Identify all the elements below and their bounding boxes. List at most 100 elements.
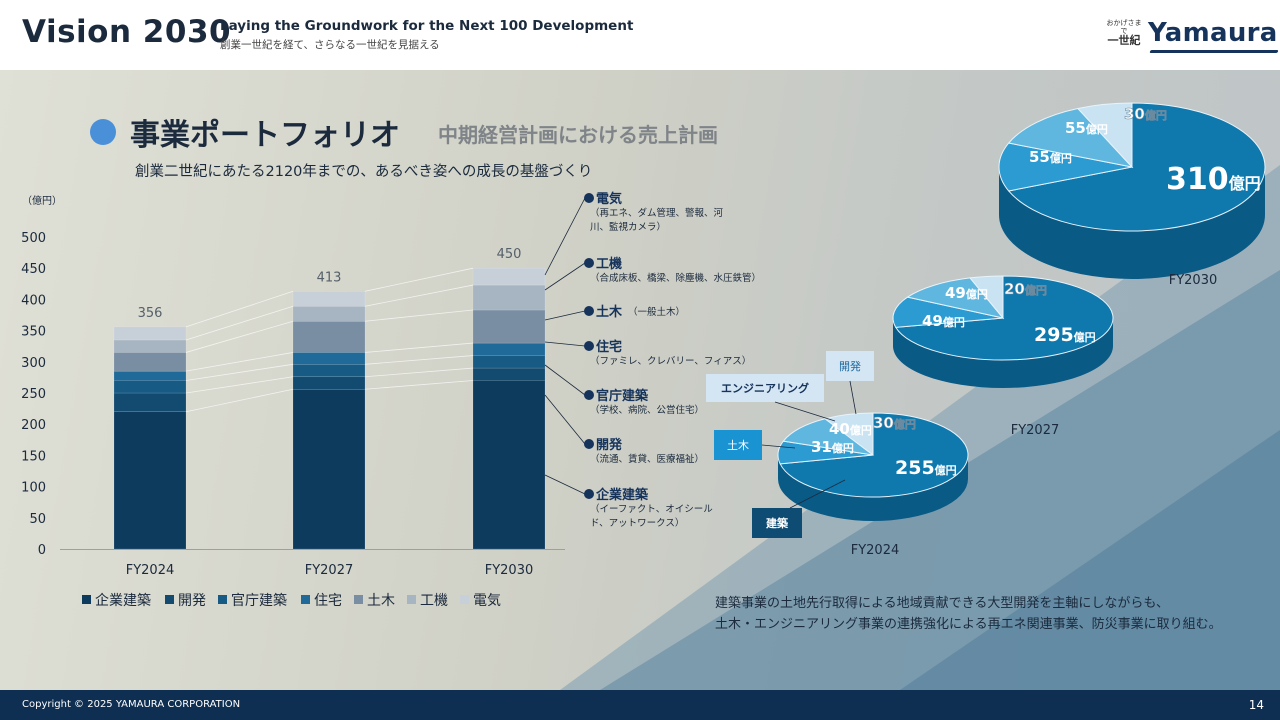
segment-leader-line [544, 364, 586, 396]
callout-box [826, 351, 874, 381]
segment-leader-line [544, 341, 586, 347]
pie-year-label: FY2027 [1011, 423, 1060, 438]
segment-bullet-icon [584, 439, 594, 449]
segment-desc: （合成床板、橋梁、除塵機、水圧鉄管） [590, 272, 761, 284]
bar-connector [185, 352, 294, 372]
legend-swatch [301, 595, 310, 604]
section-bullet-icon [90, 119, 116, 145]
y-tick-label: 350 [21, 325, 46, 340]
callout-box [706, 374, 824, 402]
lead-text: 創業二世紀にあたる2120年までの、あるべき姿への成長の基盤づくり [135, 164, 593, 180]
bar-segment [292, 306, 366, 322]
bar-segment [113, 352, 187, 372]
segment-desc: （再エネ、ダム管理、警報、河 [590, 207, 724, 219]
pie-unit: 億円 [832, 441, 854, 455]
pie-slice [892, 296, 1004, 328]
y-axis-unit: （億円） [22, 194, 62, 207]
page-title: Vision 2030 [22, 14, 232, 50]
subtitle-en: Laying the Groundwork for the Next 100 D… [220, 18, 634, 34]
bar-connector [185, 388, 294, 413]
pie-year-label: FY2030 [1169, 273, 1218, 288]
pie-slice [969, 275, 1004, 320]
pie-unit: 億円 [1074, 330, 1096, 344]
segment-desc: （ファミレ、クレバリー、フィアス） [590, 355, 751, 367]
pie-unit: 億円 [1050, 151, 1072, 165]
bar-connector [364, 309, 474, 322]
legend-swatch [407, 595, 416, 604]
bar-segment [113, 326, 187, 341]
segment-desc: （学校、病院、公営住宅） [590, 404, 704, 416]
pie-unit: 億円 [894, 417, 916, 431]
portfolio-chart: （億円） 0 50 100 150 200 250 300 350 400 450 500 356 FY2… [21, 102, 1266, 609]
pie-unit: 億円 [943, 315, 965, 329]
page-number: 14 [1248, 698, 1264, 712]
section-subtitle: 中期経営計画における売上計画 [438, 123, 718, 147]
y-tick-label: 0 [38, 543, 46, 558]
pie-unit: 億円 [1086, 122, 1108, 136]
subtitle-jp: 創業一世紀を経て、さらなる一世紀を見据える [220, 39, 440, 51]
segment-desc: （イーファクト、オイシール [590, 503, 713, 515]
segment-name: 開発 [596, 437, 623, 453]
segment-bullet-icon [584, 193, 594, 203]
x-tick-label: FY2027 [305, 563, 354, 578]
bar-connector [364, 380, 474, 390]
segment-name: 企業建築 [595, 487, 649, 503]
y-tick-label: 50 [29, 512, 46, 527]
note-line-1: 建築事業の土地先行取得による地域貢献できる大型開発を主軸にしながらも、 [715, 596, 1169, 611]
x-tick-label: FY2024 [126, 563, 175, 578]
callout-leader-line [774, 401, 836, 422]
pie-slice-value: 31億円 [811, 438, 854, 456]
pie-side [778, 455, 968, 521]
segment-leader-line [544, 310, 586, 321]
bar-total-label: 356 [138, 306, 163, 321]
pie-unit: 億円 [1145, 108, 1167, 122]
segment-leader-line [544, 474, 586, 495]
legend-swatch [354, 595, 363, 604]
logo-tagline: おかげさまで 一世紀 [1104, 19, 1144, 47]
legend-swatch [460, 595, 469, 604]
pie-slice [823, 412, 874, 457]
bar-connector [185, 290, 294, 328]
strategy-note: 建築事業の土地先行取得による地域貢献できる大型開発を主軸にしながらも、 土木・エ… [715, 593, 1222, 635]
bar-segment [113, 411, 187, 550]
pie-slice [1007, 107, 1134, 168]
legend-label: 開発 [178, 593, 206, 609]
bar-segment [113, 392, 187, 412]
callout-leader-line [761, 444, 796, 449]
pie-slice-value: 49億円 [945, 284, 988, 302]
x-tick-label: FY2030 [485, 563, 534, 578]
segment-bullet-icon [584, 258, 594, 268]
segment-leader-line [544, 262, 586, 291]
bar-segment [472, 355, 546, 369]
bar-connector [364, 284, 474, 307]
y-tick-label: 500 [21, 231, 46, 246]
pie-slice [998, 142, 1133, 192]
legend-swatch [82, 595, 91, 604]
segment-name: 住宅 [596, 339, 622, 355]
company-logo: Yamaura [1148, 18, 1278, 48]
callout-box [714, 430, 762, 460]
section-title: 事業ポートフォリオ [130, 118, 400, 153]
y-tick-label: 150 [21, 449, 46, 464]
callout-doboku: 土木 [727, 439, 749, 452]
bar-total-label: 450 [497, 247, 522, 262]
bar-segment [472, 342, 546, 356]
pie-unit: 億円 [1229, 174, 1261, 193]
bar-segment [113, 370, 187, 381]
bar-total-label: 413 [317, 270, 342, 285]
pie-unit: 億円 [935, 463, 957, 477]
bar-segment [472, 380, 546, 550]
segment-bullet-icon [584, 341, 594, 351]
pie-slice-value: 55億円 [1029, 148, 1072, 166]
logo-tag-small: おかげさまで [1106, 19, 1142, 35]
segment-name: 土木 [596, 304, 623, 320]
pie-slice-value: 30億円 [873, 414, 916, 432]
segment-leader-line [544, 394, 586, 445]
y-tick-label: 250 [21, 387, 46, 402]
pie-slice [894, 275, 1114, 361]
segment-desc: （流通、賃貸、医療福祉） [590, 453, 704, 465]
legend-label: 官庁建築 [231, 593, 287, 609]
bar-connector [185, 363, 294, 381]
pie-year-label: FY2024 [851, 543, 900, 558]
pie-slice [782, 418, 874, 456]
